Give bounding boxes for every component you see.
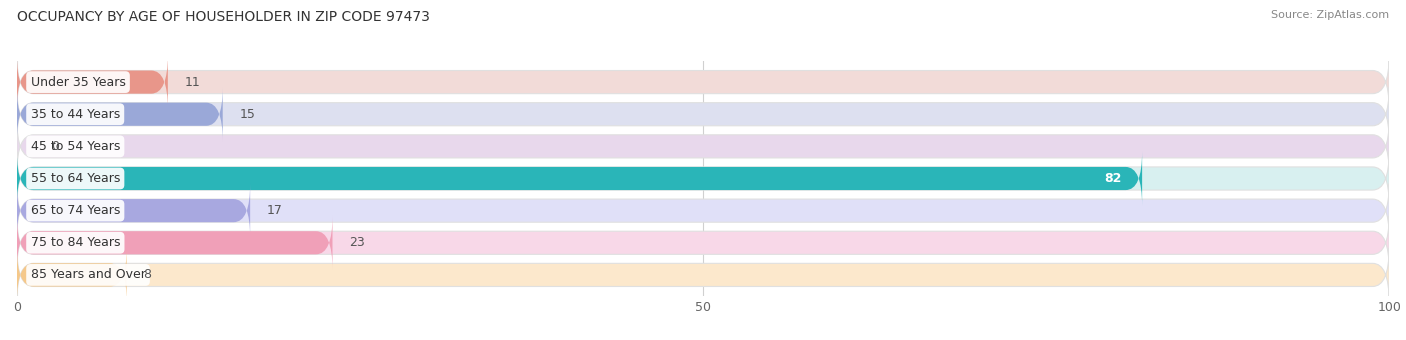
- Text: 65 to 74 Years: 65 to 74 Years: [31, 204, 120, 217]
- Text: 0: 0: [51, 140, 59, 153]
- FancyBboxPatch shape: [17, 152, 1389, 205]
- Text: 17: 17: [267, 204, 283, 217]
- Text: 82: 82: [1104, 172, 1122, 185]
- FancyBboxPatch shape: [17, 55, 167, 109]
- FancyBboxPatch shape: [17, 248, 127, 302]
- FancyBboxPatch shape: [17, 119, 1389, 173]
- Text: 75 to 84 Years: 75 to 84 Years: [31, 236, 120, 249]
- FancyBboxPatch shape: [17, 152, 1142, 205]
- FancyBboxPatch shape: [17, 184, 250, 238]
- FancyBboxPatch shape: [17, 216, 1389, 270]
- Text: 23: 23: [349, 236, 364, 249]
- Text: 55 to 64 Years: 55 to 64 Years: [31, 172, 120, 185]
- FancyBboxPatch shape: [17, 87, 1389, 141]
- Text: 85 Years and Over: 85 Years and Over: [31, 268, 145, 282]
- Text: 11: 11: [184, 75, 200, 89]
- Text: 8: 8: [143, 268, 150, 282]
- FancyBboxPatch shape: [17, 248, 1389, 302]
- Text: 15: 15: [239, 108, 254, 121]
- FancyBboxPatch shape: [17, 55, 1389, 109]
- Text: Under 35 Years: Under 35 Years: [31, 75, 125, 89]
- FancyBboxPatch shape: [17, 184, 1389, 238]
- FancyBboxPatch shape: [17, 87, 222, 141]
- Text: 45 to 54 Years: 45 to 54 Years: [31, 140, 120, 153]
- FancyBboxPatch shape: [17, 216, 332, 270]
- Text: Source: ZipAtlas.com: Source: ZipAtlas.com: [1271, 10, 1389, 20]
- Text: OCCUPANCY BY AGE OF HOUSEHOLDER IN ZIP CODE 97473: OCCUPANCY BY AGE OF HOUSEHOLDER IN ZIP C…: [17, 10, 430, 24]
- Text: 35 to 44 Years: 35 to 44 Years: [31, 108, 120, 121]
